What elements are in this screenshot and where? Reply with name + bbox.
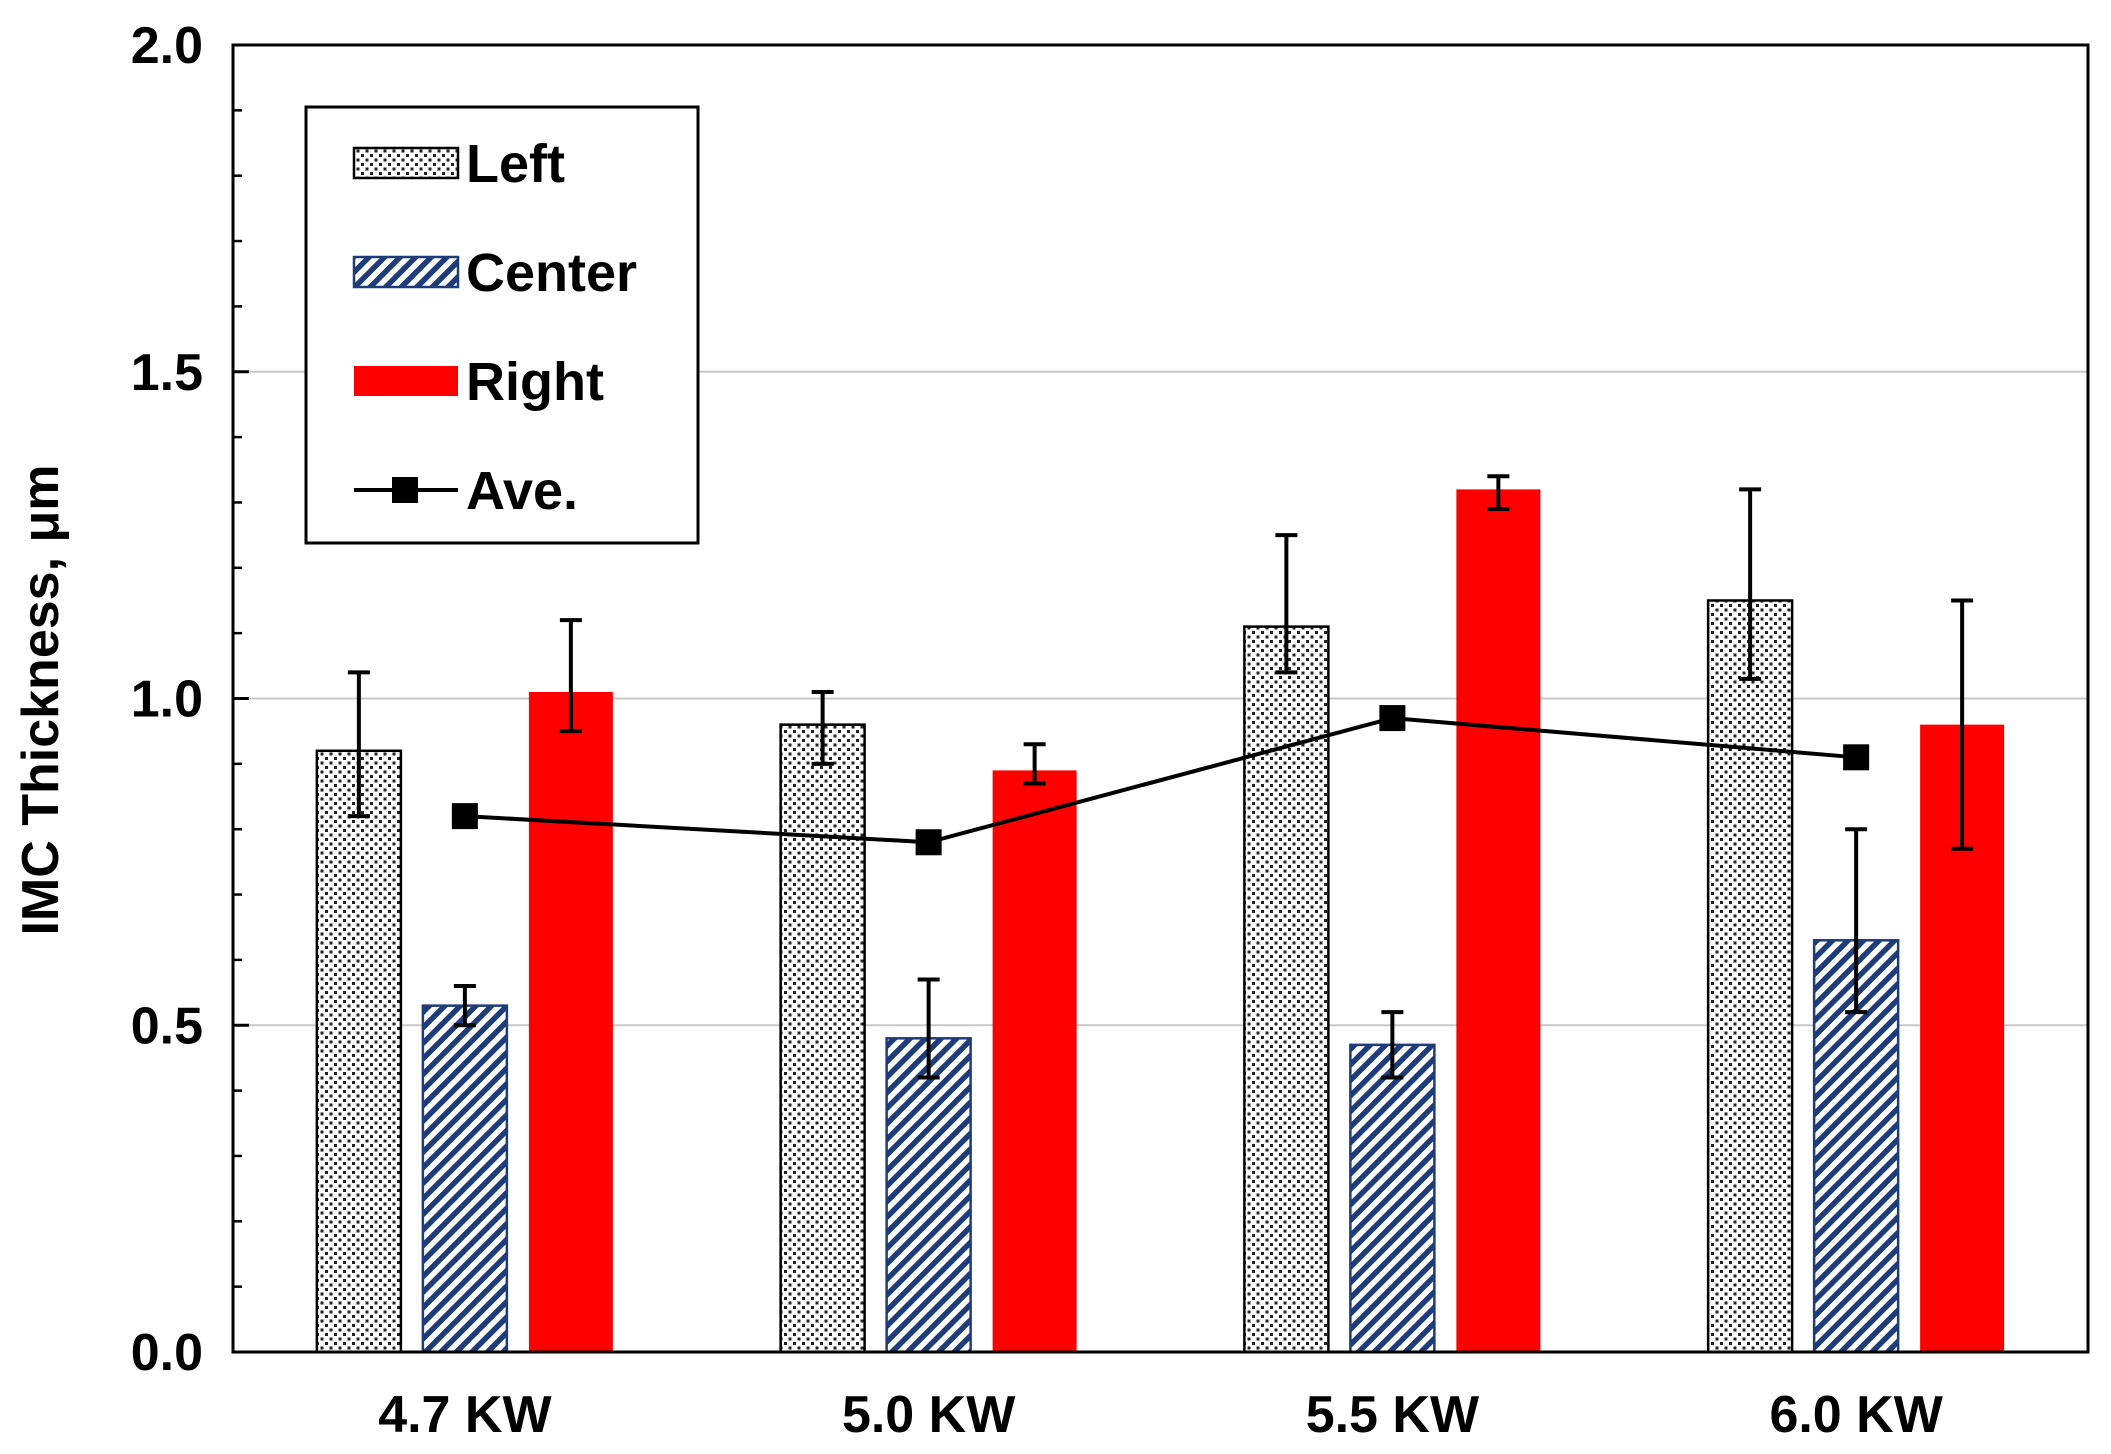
- bar-center-1: [885, 1037, 972, 1354]
- average-line-series: [451, 705, 1870, 856]
- average-marker-3: [1843, 744, 1870, 771]
- x-category-label: 4.7 KW: [378, 1386, 552, 1444]
- y-axis-title: IMC Thickness, μm: [12, 464, 70, 935]
- bars: [315, 489, 2005, 1354]
- y-tick-label: 2.0: [131, 17, 203, 75]
- average-line: [464, 716, 1857, 845]
- legend: Left Center Right Ave.: [304, 105, 700, 545]
- bar-left-3: [1706, 599, 1794, 1354]
- legend-label-center: Center: [466, 243, 637, 303]
- y-tick-label: 1.0: [131, 671, 203, 729]
- legend-label-ave: Ave.: [466, 461, 578, 521]
- bar-center-0: [421, 1004, 509, 1354]
- bar-center-2: [1349, 1043, 1436, 1354]
- x-category-label: 6.0 KW: [1769, 1386, 1943, 1444]
- average-marker-2: [1379, 705, 1406, 732]
- bar-left-0: [315, 749, 403, 1354]
- bar-right-1: [992, 770, 1077, 1352]
- legend-label-right: Right: [466, 352, 604, 412]
- x-category-label: 5.0 KW: [842, 1386, 1016, 1444]
- legend-box: [304, 105, 700, 545]
- x-tick-labels: 4.7 KW 5.0 KW 5.5 KW 6.0 KW: [378, 1386, 1944, 1444]
- y-tick-labels: 0.0 0.5 1.0 1.5 2.0: [131, 17, 203, 1382]
- average-marker-0: [451, 803, 478, 830]
- legend-swatch-right: [354, 366, 458, 396]
- y-tick-label: 0.5: [131, 997, 203, 1055]
- y-tick-label: 0.0: [131, 1324, 203, 1382]
- error-bars: [347, 474, 1974, 1080]
- y-tick-label: 1.5: [131, 344, 203, 402]
- legend-swatch-left: [352, 146, 460, 180]
- average-marker-1: [915, 829, 942, 856]
- legend-swatch-marker: [392, 477, 418, 503]
- bar-right-2: [1456, 489, 1541, 1352]
- plot-area-frame: [231, 43, 2090, 1354]
- bar-left-1: [779, 723, 866, 1354]
- legend-swatch-center: [352, 255, 460, 289]
- x-category-label: 5.5 KW: [1306, 1386, 1480, 1444]
- legend-label-left: Left: [466, 134, 565, 194]
- bar-right-0: [528, 691, 613, 1352]
- bar-left-2: [1243, 625, 1330, 1354]
